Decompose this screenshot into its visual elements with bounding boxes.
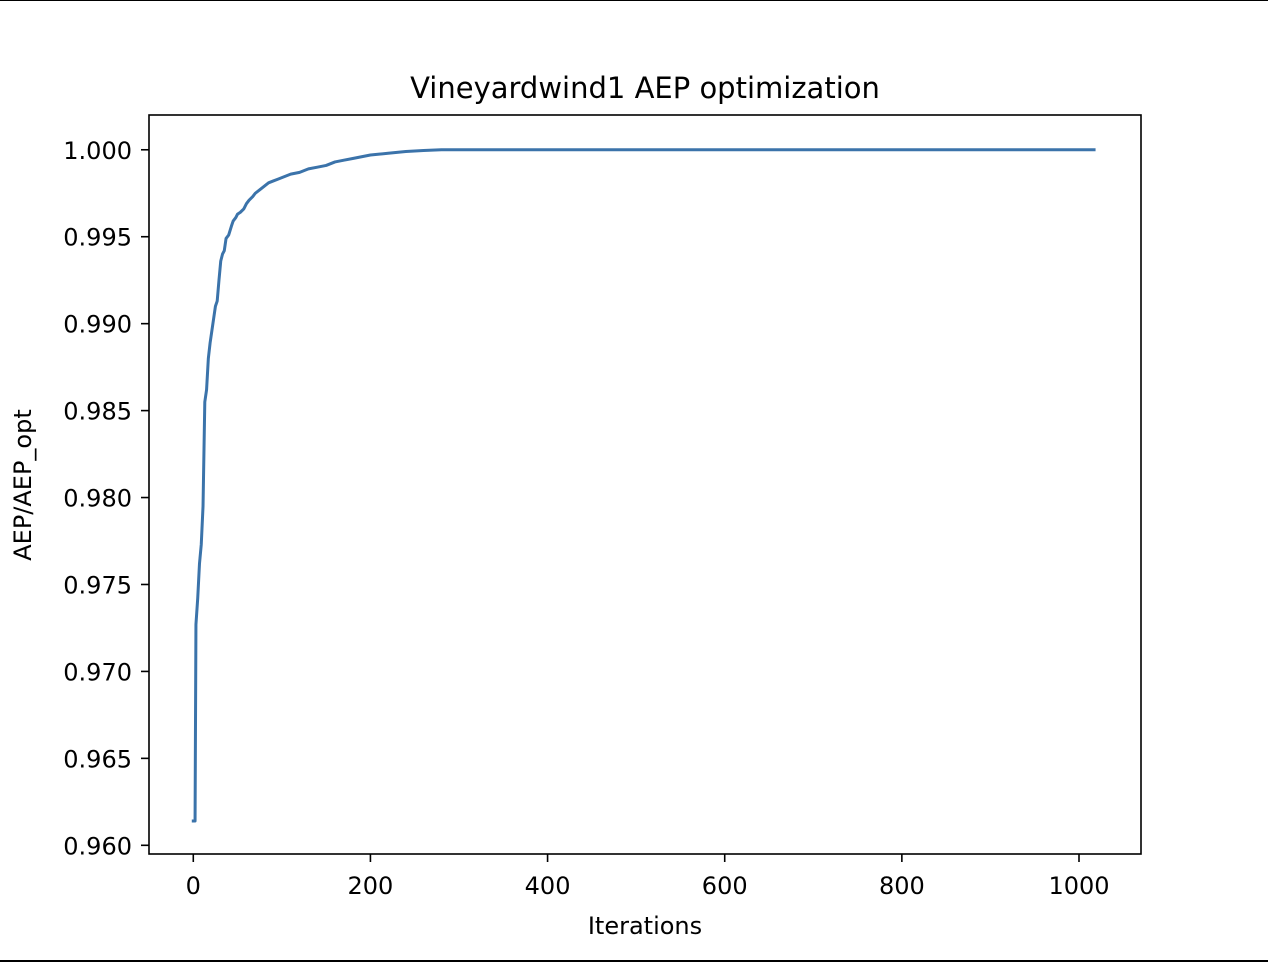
y-tick-label: 0.985 (63, 398, 132, 426)
y-axis: 0.960 0.965 0.970 0.975 0.980 0.985 0.990 0.995… (63, 137, 149, 860)
y-tick-label: 0.960 (63, 832, 132, 860)
y-tick-label: 1.000 (63, 137, 132, 165)
x-axis-label: Iterations (588, 912, 702, 940)
axes-frame (148, 114, 1142, 855)
series-line-0 (191, 148, 1096, 823)
x-tick-label: 0 (186, 872, 201, 900)
y-axis-label: AEP/AEP_opt (9, 409, 37, 561)
y-tick-label: 0.990 (63, 311, 132, 339)
y-tick-label: 0.975 (63, 571, 132, 599)
y-tick-label: 0.965 (63, 745, 132, 773)
x-tick-label: 400 (525, 872, 571, 900)
x-tick-label: 200 (348, 872, 394, 900)
x-tick-label: 800 (879, 872, 925, 900)
x-tick-label: 1000 (1048, 872, 1109, 900)
x-tick-label: 600 (702, 872, 748, 900)
plot-area (148, 114, 1142, 855)
x-axis: 0 200 400 600 800 1000 (186, 854, 1110, 900)
frame-top-border (0, 0, 1268, 1)
chart-title: Vineyardwind1 AEP optimization (410, 71, 880, 105)
frame-bottom-border (0, 960, 1268, 962)
y-tick-label: 0.995 (63, 224, 132, 252)
y-tick-label: 0.970 (63, 658, 132, 686)
y-tick-label: 0.980 (63, 485, 132, 513)
